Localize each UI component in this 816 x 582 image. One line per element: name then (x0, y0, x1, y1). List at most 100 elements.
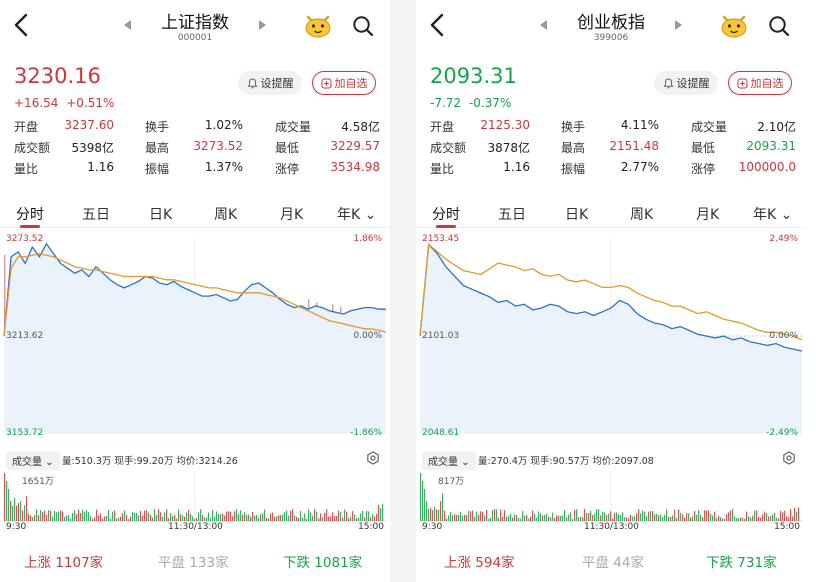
gear-icon[interactable] (366, 451, 380, 465)
tab-2[interactable]: 日K (149, 207, 173, 223)
time-mid: 11:30/13:00 (168, 522, 223, 532)
volume-bar (488, 518, 490, 521)
volume-bar (788, 517, 790, 521)
volume-bar (288, 515, 290, 521)
back-arrow-icon[interactable] (426, 12, 450, 38)
tab-0[interactable]: 分时 (16, 207, 44, 223)
volume-bar (514, 514, 516, 521)
volume-bar (218, 513, 220, 521)
add-watchlist-button[interactable]: 加自选 (312, 71, 376, 95)
gear-icon[interactable] (782, 451, 796, 465)
volume-bar (262, 513, 264, 521)
volume-chart: 817万 (416, 470, 806, 522)
volume-bar (16, 505, 18, 521)
stat-value: 100000.0 (738, 160, 796, 174)
prev-index-icon[interactable] (124, 20, 132, 30)
volume-bar (490, 517, 492, 521)
volume-bar (140, 510, 142, 521)
tab-2[interactable]: 日K (565, 207, 589, 223)
volume-bar (552, 512, 554, 521)
tab-1[interactable]: 五日 (498, 207, 526, 223)
mascot-icon[interactable] (720, 13, 748, 39)
tab-4[interactable]: 月K (280, 207, 304, 223)
search-icon[interactable] (768, 15, 790, 37)
volume-bar (790, 509, 792, 521)
volume-bar (528, 518, 530, 521)
volume-bar (584, 509, 586, 521)
volume-bar (122, 513, 124, 521)
set-alert-button[interactable]: 设提醒 (238, 71, 302, 95)
volume-bar (92, 518, 94, 521)
volume-bar (116, 518, 118, 521)
volume-bar (100, 513, 102, 521)
active-tab-indicator (436, 225, 456, 228)
volume-bar (182, 515, 184, 521)
volume-bar (186, 512, 188, 521)
chart-tabs: 分时 五日 日K 周K 月K 年K ⌄ (0, 198, 390, 228)
volume-bar (290, 510, 292, 521)
volume-bar (232, 516, 234, 521)
volume-bar (768, 516, 770, 521)
change-percent: +0.51% (66, 96, 115, 110)
volume-bar (334, 515, 336, 521)
volume-bar (188, 509, 190, 521)
time-end: 15:00 (774, 522, 800, 532)
tab-1[interactable]: 五日 (82, 207, 110, 223)
volume-bar (428, 508, 430, 521)
volume-bar (468, 510, 470, 521)
volume-bar (548, 516, 550, 521)
indicator-select[interactable]: 成交量 ⌄ (6, 451, 60, 470)
add-watchlist-button[interactable]: 加自选 (728, 71, 792, 95)
volume-bar (250, 516, 252, 521)
volume-bar (234, 511, 236, 521)
volume-bar (764, 511, 766, 521)
volume-bar (28, 513, 30, 521)
back-arrow-icon[interactable] (10, 12, 34, 38)
volume-bar (158, 509, 160, 521)
volume-bar (798, 507, 800, 521)
volume-bar (606, 514, 608, 521)
search-icon[interactable] (352, 15, 374, 37)
next-index-icon[interactable] (674, 20, 682, 30)
volume-bar (464, 514, 466, 521)
indicator-select[interactable]: 成交量 ⌄ (422, 451, 476, 470)
volume-bar (76, 514, 78, 521)
tab-3[interactable]: 周K (214, 207, 238, 223)
stat-label: 开盘 (14, 120, 39, 134)
flat-count: 平盘 133家 (158, 555, 229, 571)
volume-bar (522, 511, 524, 521)
tab-5[interactable]: 年K ⌄ (753, 207, 793, 223)
volume-bar (688, 513, 690, 521)
next-index-icon[interactable] (258, 20, 266, 30)
intraday-chart[interactable]: 2153.45 2101.03 2048.61 2.49% 0.00% -2.49% (416, 230, 806, 442)
tab-3[interactable]: 周K (630, 207, 654, 223)
mascot-icon[interactable] (304, 13, 332, 39)
volume-bar (174, 515, 176, 521)
tab-0[interactable]: 分时 (432, 207, 460, 223)
current-price: 3230.16 (14, 64, 101, 88)
volume-bar (282, 514, 284, 521)
volume-bar (170, 513, 172, 521)
volume-bar (284, 512, 286, 521)
volume-bar (240, 510, 242, 521)
intraday-chart[interactable]: 3273.52 3213.62 3153.72 1.86% 0.00% -1.86% (0, 230, 390, 442)
prev-index-icon[interactable] (540, 20, 548, 30)
volume-bar (598, 509, 600, 521)
volume-bar (482, 511, 484, 521)
tab-4[interactable]: 月K (696, 207, 720, 223)
tab-5[interactable]: 年K ⌄ (337, 207, 377, 223)
volume-bar (370, 517, 372, 521)
volume-bar (516, 515, 518, 521)
stat-label: 振幅 (145, 162, 170, 176)
volume-bar (696, 515, 698, 521)
volume-bar (138, 515, 140, 521)
volume-bar (576, 509, 578, 521)
set-alert-button[interactable]: 设提醒 (654, 71, 718, 95)
volume-bar (694, 511, 696, 521)
volume-bar (436, 509, 438, 521)
volume-bar (26, 496, 28, 521)
volume-bar (260, 514, 262, 521)
volume-bar (194, 518, 196, 521)
volume-bar (114, 510, 116, 521)
volume-bar (332, 512, 334, 521)
